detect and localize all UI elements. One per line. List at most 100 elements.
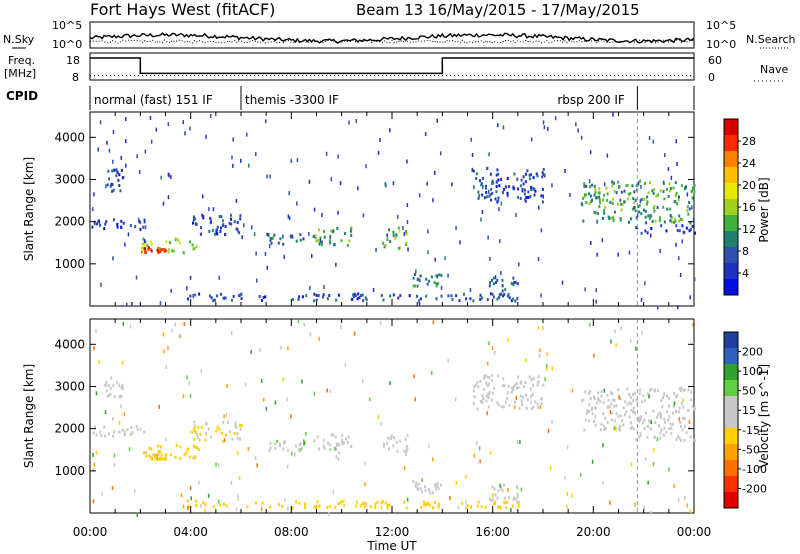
echo-cell xyxy=(108,383,111,387)
echo-cell xyxy=(175,444,178,447)
echo-cell xyxy=(635,398,638,402)
echo-cell xyxy=(512,387,514,391)
echo-cell xyxy=(244,382,247,387)
echo-cell xyxy=(542,167,545,171)
echo-cell xyxy=(617,388,620,392)
echo-cell xyxy=(112,130,115,135)
echo-cell xyxy=(340,438,343,442)
echo-cell xyxy=(398,229,401,233)
echo-cell xyxy=(606,192,609,196)
echo-cell xyxy=(218,428,221,431)
echo-cell xyxy=(186,499,189,503)
echo-cell xyxy=(360,294,362,297)
echo-cell xyxy=(199,432,202,436)
echo-cell xyxy=(195,245,198,249)
colorbar-swatch xyxy=(724,476,738,493)
echo-cell xyxy=(103,227,106,231)
echo-cell xyxy=(143,242,146,246)
echo-cell xyxy=(440,294,443,298)
echo-cell xyxy=(615,404,618,408)
echo-cell xyxy=(254,501,257,505)
echo-cell xyxy=(612,197,615,201)
echo-cell xyxy=(237,493,239,498)
echo-cell xyxy=(277,241,280,245)
echo-cell xyxy=(341,442,344,446)
echo-cell xyxy=(650,227,653,230)
echo-cell xyxy=(633,201,636,205)
colorbar-swatch xyxy=(724,119,738,136)
echo-cell xyxy=(436,484,439,488)
echo-cell xyxy=(164,457,167,461)
echo-cell xyxy=(160,175,162,180)
echo-cell xyxy=(415,485,418,489)
echo-cell xyxy=(653,188,656,191)
echo-cell xyxy=(222,503,225,506)
velocity-panel xyxy=(89,318,695,514)
echo-cell xyxy=(503,496,506,500)
echo-cell xyxy=(691,196,694,200)
echo-cell xyxy=(643,208,645,212)
echo-cell xyxy=(545,363,548,368)
echo-cell xyxy=(634,209,637,213)
echo-cell xyxy=(639,179,642,183)
echo-cell xyxy=(524,188,526,192)
echo-cell xyxy=(362,299,365,303)
y-tick-label: 1000 xyxy=(54,257,85,271)
echo-cell xyxy=(627,197,630,201)
echo-cell xyxy=(427,229,429,234)
echo-cell xyxy=(436,274,439,279)
echo-cell xyxy=(623,189,626,193)
echo-cell xyxy=(595,299,597,304)
echo-cell xyxy=(232,295,235,298)
echo-cell xyxy=(566,445,569,450)
echo-cell xyxy=(678,229,681,233)
nave-label: Nave xyxy=(760,63,788,76)
echo-cell xyxy=(364,482,366,487)
echo-cell xyxy=(283,254,285,259)
echo-cell xyxy=(109,386,112,390)
echo-cell xyxy=(234,421,237,425)
echo-cell xyxy=(596,252,598,257)
echo-cell xyxy=(499,483,501,488)
echo-cell xyxy=(185,451,188,455)
echo-cell xyxy=(136,428,139,431)
echo-cell xyxy=(298,501,301,505)
echo-cell xyxy=(549,466,552,471)
echo-cell xyxy=(198,292,201,296)
echo-cell xyxy=(643,181,646,185)
echo-cell xyxy=(619,198,622,202)
colorbar-swatch xyxy=(724,332,738,349)
echo-cell xyxy=(222,439,225,443)
echo-cell xyxy=(614,425,616,430)
echo-cell xyxy=(481,394,484,398)
echo-cell xyxy=(190,430,193,434)
echo-cell xyxy=(503,384,506,388)
echo-cell xyxy=(514,400,516,404)
echo-cell xyxy=(329,241,332,245)
echo-cell xyxy=(129,224,132,228)
echo-cell xyxy=(470,505,473,509)
echo-cell xyxy=(197,448,200,452)
echo-cell xyxy=(287,506,289,511)
echo-cell xyxy=(326,506,329,509)
echo-cell xyxy=(543,125,546,130)
echo-cell xyxy=(506,191,509,195)
echo-cell xyxy=(487,361,489,366)
echo-cell xyxy=(113,463,116,468)
echo-cell xyxy=(620,202,623,206)
echo-cell xyxy=(619,414,622,418)
echo-cell xyxy=(638,210,641,214)
echo-cell xyxy=(397,296,400,300)
echo-cell xyxy=(159,450,162,454)
echo-cell xyxy=(236,436,239,440)
echo-cell xyxy=(340,239,343,243)
echo-cell xyxy=(493,387,496,390)
echo-cell xyxy=(163,248,166,252)
echo-cell xyxy=(103,425,106,429)
echo-cell xyxy=(638,416,641,420)
echo-cell xyxy=(525,172,527,176)
echo-cell xyxy=(624,400,627,404)
echo-cell xyxy=(525,393,528,397)
echo-cell xyxy=(340,325,342,330)
echo-cell xyxy=(192,218,195,222)
